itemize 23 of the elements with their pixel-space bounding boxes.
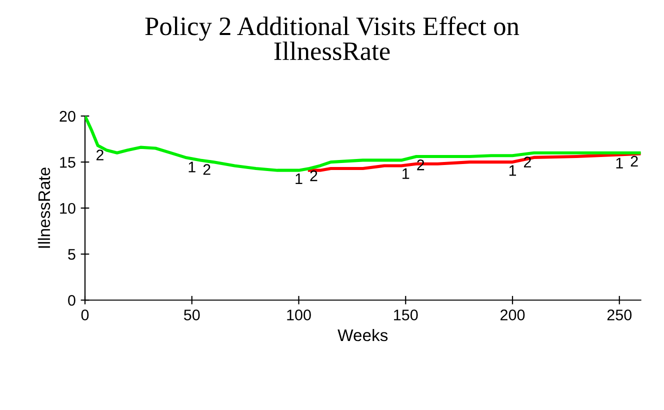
x-tick-label: 100 <box>287 310 311 320</box>
y-axis-title: IllnessRate <box>38 168 50 248</box>
text: 2 <box>203 164 210 175</box>
x-axis-title: Weeks <box>338 328 388 342</box>
chart-title: Policy 2 Additional Visits Effect on IllnessRate <box>145 16 520 60</box>
x-tick-label: 150 <box>394 310 418 320</box>
y-tick-label: 0 <box>68 294 76 306</box>
text: 1 <box>616 158 623 168</box>
text: 1 <box>296 174 302 184</box>
text: 2 <box>310 170 318 182</box>
x-tick-label: 200 <box>500 310 525 320</box>
x-tick-label: 250 <box>607 310 632 320</box>
series-label: 2 <box>96 150 104 160</box>
x-tick-label: 50 <box>184 310 200 320</box>
y-tick-label: 15 <box>60 157 76 168</box>
text: 2 <box>630 156 638 167</box>
y-tick-label: 5 <box>68 249 76 260</box>
y-tick-label: 20 <box>60 110 76 122</box>
series-label: 1 <box>402 168 410 179</box>
text: 1 <box>509 165 516 176</box>
y-tick-label: 10 <box>60 202 76 214</box>
text: 1 <box>188 162 196 172</box>
x-tick-label: 0 <box>81 310 89 320</box>
